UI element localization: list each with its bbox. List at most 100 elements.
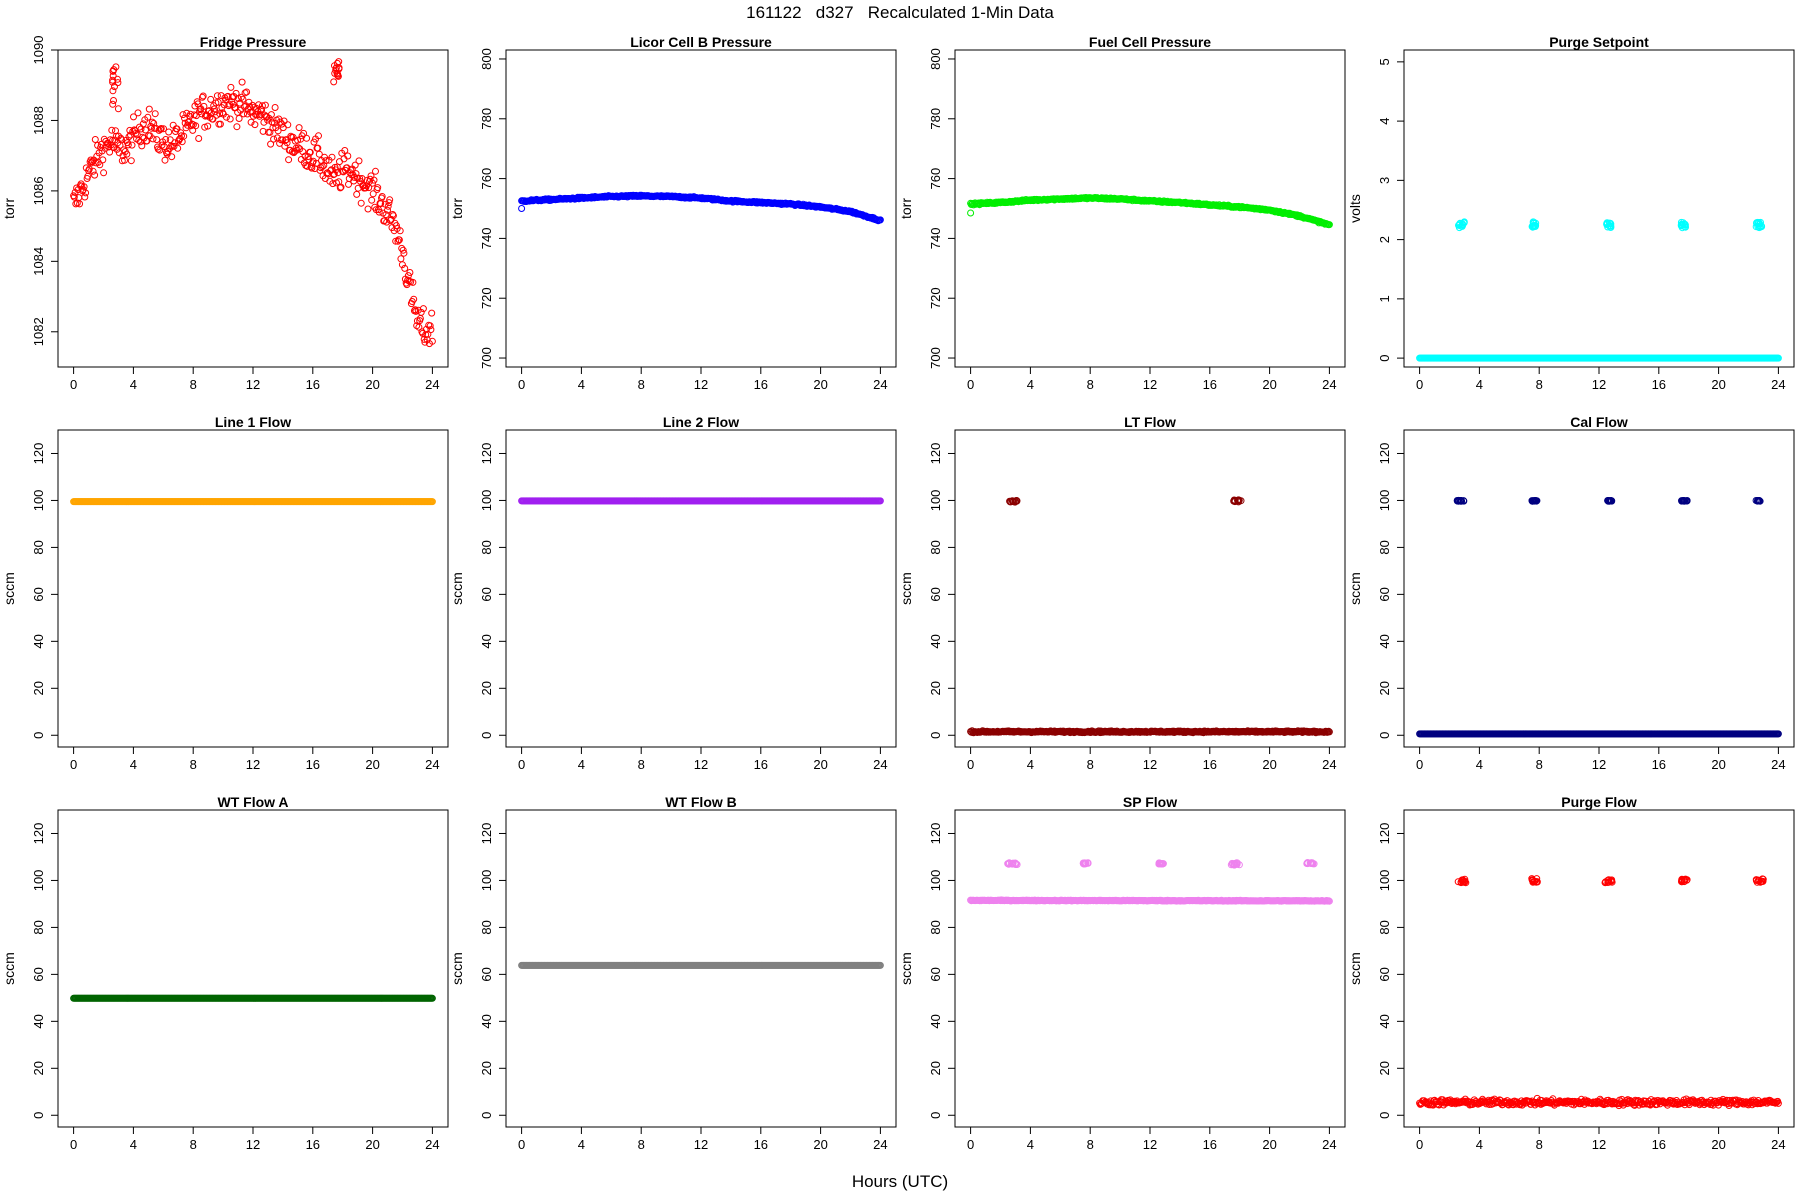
panel-2-ylabel: torr [449,198,465,219]
panel-1-point [419,305,427,313]
panel-8-ytick-label: 40 [1377,634,1392,648]
panel-1-point [351,161,359,169]
panel-5-ytick-label: 0 [31,732,46,739]
panel-1-point [409,278,417,286]
panel-3-xtick-label: 4 [1027,377,1034,392]
panel-1-point [295,124,303,132]
panel-1-point [355,157,363,165]
panel-1-point [132,130,140,137]
panel-1-point [204,122,212,130]
panel-3-ylabel: torr [898,198,914,219]
panel-1-point [237,93,245,101]
panel-2-xtick-label: 8 [638,377,645,392]
panel-3-ytick-label: 720 [928,287,943,309]
panel-1-point [241,89,249,97]
panel-1-point [109,67,117,75]
panel-10-ytick-label: 0 [479,1112,494,1119]
panel-1-point [386,196,394,204]
panel-2-ytick-label: 760 [479,168,494,190]
panel-6-ytick-label: 0 [479,732,494,739]
panel-3-xtick-label: 20 [1262,377,1276,392]
panel-5-xtick-label: 0 [70,757,77,772]
panel-1-point [111,83,118,91]
panel-1-point [341,147,349,154]
panel-1-point [308,164,316,172]
panel-1-point [128,141,136,149]
panel-4-xtick-label: 16 [1652,377,1666,392]
panel-1-point [151,110,159,118]
panel-1-point [384,202,392,210]
panel-4-points [1416,218,1782,362]
panel-9-ytick-label: 40 [31,1014,46,1028]
panel-2-point [876,216,884,224]
panel-1-point [99,156,107,164]
panel-5-xtick-label: 12 [246,757,260,772]
panel-9-ytick-label: 0 [31,1112,46,1119]
panel-1-point [194,100,202,108]
panel-1-point [369,190,377,198]
panel-3-xtick-label: 24 [1322,377,1336,392]
panel-5-ytick-label: 40 [31,634,46,648]
panel-1-point [387,215,395,223]
panel-1-point [316,166,324,174]
panel-4-frame [1403,49,1795,368]
panel-9-frame [57,809,449,1128]
panel-10-ytick-label: 40 [479,1014,494,1028]
panel-6-xtick-label: 0 [518,757,525,772]
panel-1-point [271,104,279,111]
panel-8-ytick-label: 0 [1377,732,1392,739]
panel-1-point [134,109,142,117]
panel-1-point [195,135,203,142]
panel-8-xtick-label: 0 [1416,757,1423,772]
panel-9-points [70,994,436,1002]
panel-1-point [400,249,408,257]
panel-1-point [162,136,170,143]
panel-1-point [344,152,352,160]
panel-1-point [226,115,234,123]
panel-1-point [72,200,80,208]
panel-1-point [315,132,322,140]
panel-1-xtick-label: 0 [70,377,77,392]
panel-1-point [97,144,105,151]
panel-1-point [160,125,167,133]
panel-8-xtick-label: 12 [1592,757,1606,772]
panel-1-point [294,136,302,144]
panel-1-point [87,156,95,164]
panel-1-point [222,113,230,121]
panel-1-point [329,180,337,188]
panel-1-point [337,183,345,191]
panel-10-xtick-label: 20 [813,1137,827,1152]
panel-1-point [280,117,288,125]
panel-3-point [967,209,975,217]
panel-6-xtick-label: 4 [578,757,585,772]
panel-4-xtick-label: 24 [1771,377,1785,392]
panel-1-point [398,261,406,269]
panel-2-xtick-label: 4 [578,377,585,392]
panel-7-ytick-label: 40 [928,634,943,648]
panel-7-xtick-label: 20 [1262,757,1276,772]
panel-1-xtick-label: 20 [365,377,379,392]
panel-1-point [258,102,266,110]
panel-1-point [389,211,397,218]
panel-1-point [148,118,156,126]
panel-6-xtick-label: 24 [873,757,887,772]
panel-1-point [343,164,351,172]
panel-9-xtick-label: 20 [365,1137,379,1152]
panel-3-ytick-label: 740 [928,228,943,250]
panel-2-title: Licor Cell B Pressure [630,34,772,50]
panel-10-xtick-label: 24 [873,1137,887,1152]
panel-6-ytick-label: 40 [479,634,494,648]
panel-9-xtick-label: 8 [190,1137,197,1152]
panel-1-point [109,100,117,108]
panel-5-frame [57,429,449,748]
panel-10-xtick-label: 0 [518,1137,525,1152]
panel-1-point [179,111,187,119]
panel-1-point [80,183,88,191]
panel-8-xtick-label: 20 [1711,757,1725,772]
panel-1-point [214,98,222,106]
panel-1-point [112,132,120,140]
panel-1-point [422,325,430,333]
panel-10-ytick-label: 80 [479,920,494,934]
panel-1-point [399,246,407,254]
panel-8-xtick-label: 4 [1476,757,1483,772]
